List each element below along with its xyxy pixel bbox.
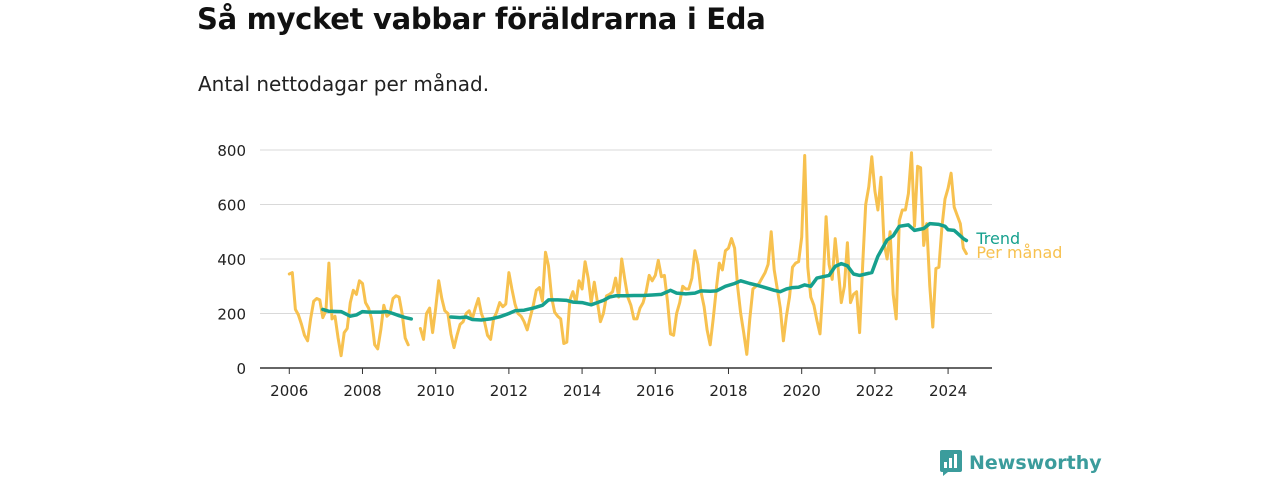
brand-logo: Newsworthy: [940, 450, 1102, 476]
newsworthy-logo-icon: [940, 450, 962, 476]
x-tick-label: 2012: [490, 382, 528, 400]
x-tick-label: 2016: [636, 382, 674, 400]
x-tick-label: 2018: [709, 382, 747, 400]
x-tick-label: 2006: [270, 382, 308, 400]
series-label-per-manad: Per månad: [976, 243, 1062, 262]
line-chart: 0 200 400 600 800 2006 2008 2010 2012 2014 2016 201…: [217, 142, 1062, 400]
chart-subtitle: Antal nettodagar per månad.: [198, 72, 490, 96]
series-line-trend-segment-0: [321, 307, 414, 321]
y-tick-label: 200: [217, 306, 246, 324]
x-tick-label: 2020: [783, 382, 821, 400]
series-line-per-manad-segment-0: [287, 261, 410, 358]
x-tick-label: 2024: [929, 382, 967, 400]
chart-title: Så mycket vabbar föräldrarna i Eda: [197, 2, 766, 36]
series-lines: [287, 151, 969, 358]
brand-name: Newsworthy: [969, 452, 1102, 474]
axes: 0 200 400 600 800 2006 2008 2010 2012 2014 2016 201…: [217, 142, 992, 400]
x-tick-label: 2008: [343, 382, 381, 400]
y-tick-label: 800: [217, 142, 246, 160]
x-tick-label: 2022: [856, 382, 894, 400]
series-line-per-manad-segment-1: [418, 151, 968, 356]
series-line-trend-segment-1: [449, 221, 969, 322]
x-tick-label: 2010: [417, 382, 455, 400]
y-tick-label: 0: [236, 360, 246, 378]
y-tick-label: 600: [217, 197, 246, 215]
y-tick-label: 400: [217, 251, 246, 269]
series-label-trend: Trend: [975, 229, 1020, 248]
x-tick-label: 2014: [563, 382, 601, 400]
